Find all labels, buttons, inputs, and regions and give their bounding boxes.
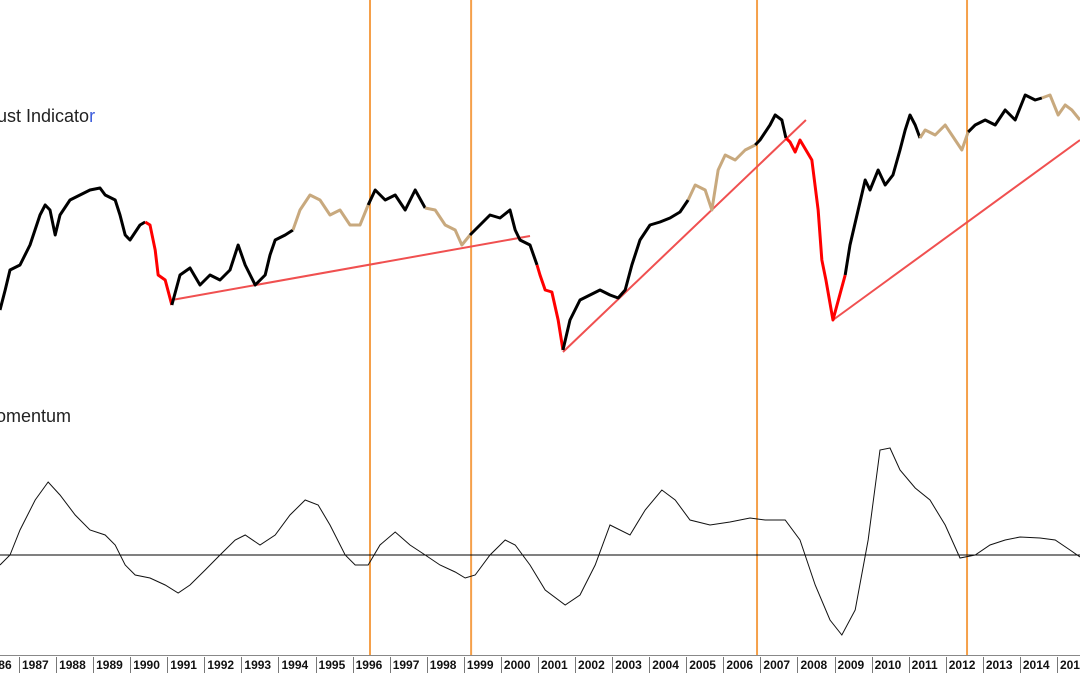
x-tick-label: 2013 — [982, 657, 1019, 673]
price-title-main: ust Indicato — [0, 106, 90, 126]
price-segment-black — [366, 188, 427, 212]
x-tick-label: 2000 — [500, 657, 537, 673]
x-tick-label: 2007 — [760, 657, 796, 673]
price-segment-tan — [291, 193, 370, 231]
x-tick-label: 1986 — [0, 657, 18, 673]
x-tick-label: 2009 — [834, 657, 871, 673]
x-tick-label: 2006 — [723, 657, 759, 673]
x-tick-label: 2010 — [871, 657, 908, 673]
x-tick-label: 1988 — [56, 657, 92, 673]
price-segment-black — [843, 113, 922, 276]
x-tick-label: 1994 — [278, 657, 314, 673]
x-tick-label: 1992 — [204, 657, 240, 673]
x-tick-label: 1998 — [426, 657, 463, 673]
price-segment-black — [0, 186, 146, 311]
x-tick-label: 1990 — [130, 657, 166, 673]
price-segment-tan — [918, 123, 970, 152]
trend-line — [832, 139, 1080, 321]
x-tick-label: 2005 — [686, 657, 722, 673]
x-tick-label: 2015 — [1056, 657, 1080, 673]
x-tick-label: 1993 — [241, 657, 277, 673]
price-segment-black — [468, 208, 539, 266]
x-tick-label: 2001 — [537, 657, 574, 673]
price-segment-black — [967, 93, 1043, 134]
momentum-panel-title: omentum — [0, 406, 72, 426]
x-tick-label: 2012 — [945, 657, 982, 673]
x-tick-label: 1996 — [352, 657, 389, 673]
x-tick-label: 1991 — [167, 657, 203, 673]
price-segment-red — [144, 220, 174, 306]
trend-line — [562, 119, 807, 353]
price-panel-title: ust Indicator — [0, 106, 95, 127]
plot-area — [0, 0, 1080, 655]
price-segment-black — [561, 199, 690, 351]
x-tick-label: 2008 — [797, 657, 833, 673]
x-tick-label: 1987 — [19, 657, 55, 673]
trend-line — [171, 235, 531, 301]
momentum-line — [0, 447, 1080, 636]
price-segment-tan — [1041, 93, 1080, 121]
price-segment-tan — [686, 143, 756, 212]
x-axis: 1986198719881989199019911992199319941995… — [0, 655, 1080, 674]
price-segment-red — [784, 136, 847, 322]
x-tick-label: 1989 — [93, 657, 129, 673]
x-tick-label: 1999 — [463, 657, 500, 673]
x-tick-label: 2004 — [649, 657, 685, 673]
x-tick-label: 1997 — [389, 657, 426, 673]
price-segment-tan — [424, 206, 472, 247]
price-segment-black — [754, 113, 788, 147]
x-tick-label: 2003 — [612, 657, 648, 673]
x-tick-label: 2002 — [575, 657, 611, 673]
price-segment-black — [170, 228, 294, 306]
x-tick-label: 2014 — [1019, 657, 1056, 673]
x-tick-label: 1995 — [315, 657, 352, 673]
x-tick-label: 2011 — [908, 657, 945, 673]
price-segment-red — [535, 264, 565, 351]
price-title-last: r — [89, 106, 96, 126]
